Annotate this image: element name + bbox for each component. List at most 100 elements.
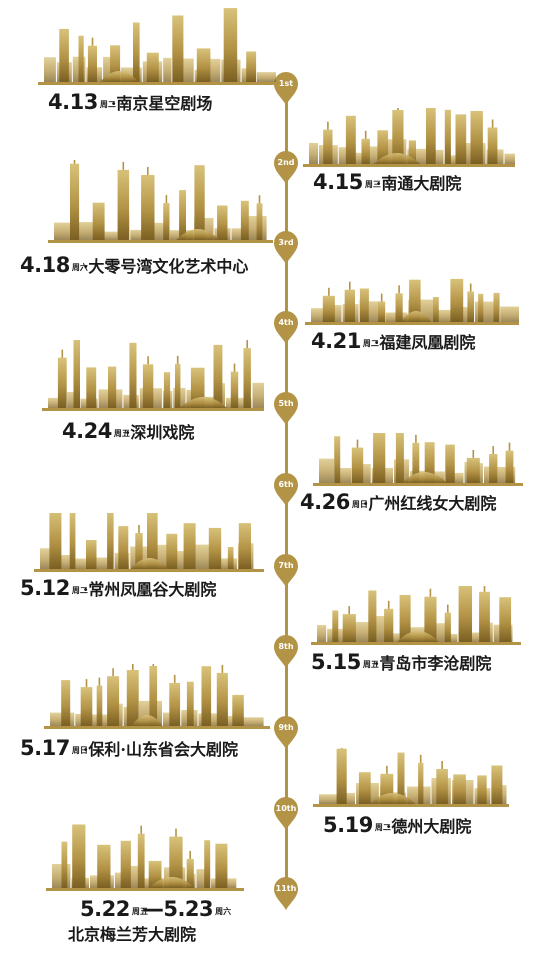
separator-dot: · — [362, 494, 369, 513]
city-skyline-illustration — [42, 340, 264, 411]
separator-dot: · — [385, 817, 392, 836]
stop-caption: 5.22 周五—5.23 周六北京梅兰芳大剧院 — [68, 897, 232, 945]
pin-label: 3rd — [278, 238, 294, 247]
city-skyline-illustration — [48, 160, 273, 243]
stop-caption: 4.15 周三·南通大剧院 — [313, 170, 461, 194]
city-skyline-illustration — [313, 433, 523, 486]
stop-weekday: 周二 — [71, 585, 88, 595]
timeline-pin: 5th — [272, 392, 300, 426]
tour-stop — [46, 822, 244, 894]
city-skyline-illustration — [305, 278, 519, 325]
stop-caption: 5.19 周二·德州大剧院 — [323, 813, 471, 837]
stop-weekday: 周五 — [131, 906, 148, 916]
map-pin-icon — [274, 72, 298, 105]
stop-venue: 大零号湾文化艺术中心 — [88, 257, 249, 276]
map-pin-icon — [274, 554, 298, 587]
stop-venue: 北京梅兰芳大剧院 — [68, 925, 197, 944]
city-skyline-illustration — [44, 664, 270, 729]
stop-date: 5.17 — [20, 736, 70, 760]
stop-venue: 福建凤凰剧院 — [379, 333, 476, 352]
tour-stop — [44, 664, 270, 732]
stop-date: 4.18 — [20, 253, 70, 277]
map-pin-icon — [274, 392, 298, 425]
separator-dot: · — [373, 654, 380, 673]
pin-label: 1st — [278, 79, 294, 88]
city-skyline-illustration — [313, 748, 509, 807]
city-skyline-illustration — [311, 586, 521, 645]
separator-dot: · — [82, 740, 89, 759]
tour-stop — [311, 586, 521, 648]
stop-venue: 南通大剧院 — [381, 174, 462, 193]
separator-dot: · — [124, 423, 131, 442]
stop-caption: 4.21 周二·福建凤凰剧院 — [311, 329, 475, 353]
stop-caption: 4.13 周二·南京星空剧场 — [48, 90, 212, 114]
stop-date: 4.24 — [62, 419, 112, 443]
timeline-pin: 3rd — [272, 231, 300, 265]
stop-caption: 5.12 周二·常州凤凰谷大剧院 — [20, 576, 216, 600]
stop-date: 5.12 — [20, 576, 70, 600]
city-skyline-illustration — [34, 513, 264, 572]
separator-dot: · — [375, 174, 382, 193]
stop-weekday: 周二 — [362, 338, 379, 348]
stop-date: 4.13 — [48, 90, 98, 114]
tour-stop — [34, 513, 264, 575]
date-range-dash: — — [142, 897, 164, 921]
stop-venue: 常州凤凰谷大剧院 — [88, 580, 217, 599]
stop-weekday: 周二 — [99, 99, 116, 109]
map-pin-icon — [274, 797, 298, 830]
timeline-pin: 8th — [272, 635, 300, 669]
map-pin-icon — [274, 716, 298, 749]
stop-caption: 5.15 周五·青岛市李沧剧院 — [311, 650, 491, 674]
pin-label: 7th — [278, 561, 294, 570]
stop-venue: 南京星空剧场 — [116, 94, 213, 113]
pin-label: 5th — [278, 399, 294, 408]
timeline-pin: 9th — [272, 716, 300, 750]
pin-label: 10th — [275, 804, 297, 813]
map-pin-icon — [274, 151, 298, 184]
stop-date-end: 5.23 — [163, 897, 214, 921]
stop-venue: 青岛市李沧剧院 — [379, 654, 492, 673]
city-skyline-illustration — [46, 824, 244, 891]
stop-weekday: 周三 — [364, 179, 381, 189]
timeline-pin: 10th — [272, 797, 300, 831]
pin-label: 11th — [275, 884, 297, 893]
separator-dot: · — [82, 580, 89, 599]
city-skyline-illustration — [38, 8, 276, 85]
separator-dot: · — [110, 94, 117, 113]
pin-label: 8th — [278, 642, 294, 651]
timeline-pin: 2nd — [272, 151, 300, 185]
city-skyline-illustration — [303, 108, 515, 167]
stop-weekday: 周六 — [71, 262, 88, 272]
timeline-pin: 4th — [272, 311, 300, 345]
stop-venue: 深圳戏院 — [130, 423, 195, 442]
tour-stop — [303, 108, 515, 170]
timeline-pin: 1st — [272, 72, 300, 106]
stop-weekday: 周日 — [351, 499, 368, 509]
stop-caption: 4.26 周日·广州红线女大剧院 — [300, 490, 496, 514]
tour-stop — [42, 340, 264, 414]
tour-stop — [305, 270, 519, 328]
stop-weekday-end: 周六 — [215, 906, 232, 916]
stop-date: 5.22 — [80, 897, 130, 921]
timeline-pin: 11th — [272, 877, 300, 911]
separator-dot: · — [373, 333, 380, 352]
stop-weekday: 周五 — [113, 428, 130, 438]
tour-stop — [313, 433, 523, 489]
pin-label: 6th — [278, 480, 294, 489]
stop-date: 4.15 — [313, 170, 363, 194]
stop-venue: 广州红线女大剧院 — [368, 494, 497, 513]
map-pin-icon — [274, 473, 298, 506]
stop-weekday: 周二 — [374, 822, 391, 832]
stop-venue: 保利·山东省会大剧院 — [88, 740, 238, 759]
stop-caption: 5.17 周日·保利·山东省会大剧院 — [20, 736, 238, 760]
tour-stop — [313, 748, 509, 810]
timeline-pin: 7th — [272, 554, 300, 588]
stop-caption: 4.24 周五·深圳戏院 — [62, 419, 194, 443]
pin-label: 2nd — [277, 158, 295, 167]
map-pin-icon — [274, 311, 298, 344]
stop-date: 5.19 — [323, 813, 373, 837]
map-pin-icon — [274, 231, 298, 264]
stop-date: 5.15 — [311, 650, 361, 674]
stop-date: 4.21 — [311, 329, 361, 353]
timeline-pin: 6th — [272, 473, 300, 507]
